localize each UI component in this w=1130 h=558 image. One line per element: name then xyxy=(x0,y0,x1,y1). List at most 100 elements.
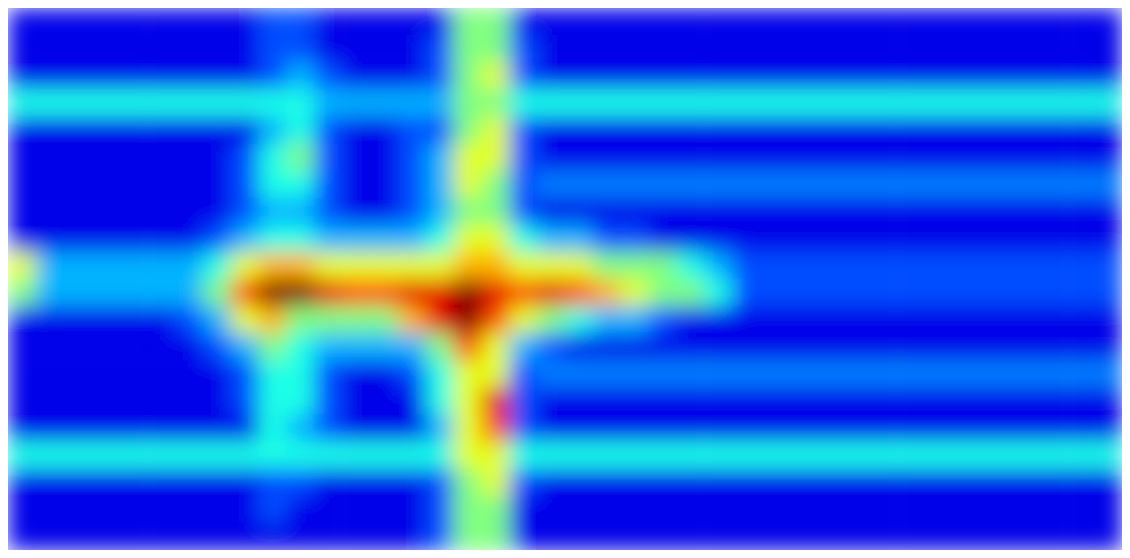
heat-cell xyxy=(175,306,203,334)
heat-cell xyxy=(203,171,231,199)
heat-cell xyxy=(871,144,899,172)
heat-cell xyxy=(1094,8,1122,36)
heat-cell xyxy=(259,279,287,307)
heat-cell xyxy=(760,62,788,90)
heat-cell xyxy=(537,225,565,253)
heat-cell xyxy=(788,360,816,388)
heat-cell xyxy=(732,442,760,470)
heat-cell xyxy=(899,387,927,415)
heat-cell xyxy=(760,360,788,388)
heat-cell xyxy=(342,333,370,361)
heat-cell xyxy=(509,360,537,388)
heat-cell xyxy=(927,496,955,524)
heat-cell xyxy=(1011,496,1039,524)
heat-cell xyxy=(454,62,482,90)
heat-cell xyxy=(621,198,649,226)
heat-cell xyxy=(676,523,704,550)
heat-cell xyxy=(287,306,315,334)
heat-cell xyxy=(481,279,509,307)
heat-cell xyxy=(927,279,955,307)
heat-cell xyxy=(147,469,175,497)
heat-cell xyxy=(732,144,760,172)
heat-cell xyxy=(676,62,704,90)
heat-cell xyxy=(64,62,92,90)
heat-cell xyxy=(1066,360,1094,388)
heat-cell xyxy=(593,89,621,117)
heat-cell xyxy=(231,198,259,226)
heat-cell xyxy=(704,523,732,550)
heat-cell xyxy=(593,171,621,199)
heat-cell xyxy=(1011,8,1039,36)
heat-cell xyxy=(1094,171,1122,199)
heat-cell xyxy=(64,144,92,172)
heat-cell xyxy=(64,35,92,63)
heat-cell xyxy=(203,8,231,36)
heat-cell xyxy=(844,387,872,415)
heat-cell xyxy=(1066,496,1094,524)
heat-cell xyxy=(259,144,287,172)
heat-cell xyxy=(788,35,816,63)
heat-cell xyxy=(760,387,788,415)
heat-cell xyxy=(983,387,1011,415)
heat-cell xyxy=(370,360,398,388)
heat-cell xyxy=(175,144,203,172)
heat-cell xyxy=(649,35,677,63)
heat-cell xyxy=(398,523,426,550)
heat-cell xyxy=(342,523,370,550)
heat-cell xyxy=(1094,252,1122,280)
heat-cell xyxy=(119,225,147,253)
heat-cell xyxy=(955,89,983,117)
heat-cell xyxy=(8,415,36,443)
heat-cell xyxy=(8,306,36,334)
heat-cell xyxy=(454,35,482,63)
heat-cell xyxy=(36,35,64,63)
heat-cell xyxy=(314,225,342,253)
heat-cell xyxy=(175,415,203,443)
heat-cell xyxy=(509,496,537,524)
heat-cell xyxy=(370,35,398,63)
heat-cell xyxy=(1038,171,1066,199)
heat-cell xyxy=(370,279,398,307)
heat-cell xyxy=(788,89,816,117)
heat-cell xyxy=(454,306,482,334)
heat-cell xyxy=(983,469,1011,497)
heat-cell xyxy=(8,469,36,497)
heat-cell xyxy=(119,523,147,550)
heat-cell xyxy=(370,333,398,361)
heat-cell xyxy=(955,116,983,144)
heat-cell xyxy=(287,387,315,415)
heat-cell xyxy=(871,496,899,524)
heat-cell xyxy=(816,225,844,253)
heat-cell xyxy=(398,306,426,334)
heat-cell xyxy=(565,387,593,415)
heat-cell xyxy=(203,279,231,307)
heat-cell xyxy=(844,8,872,36)
heat-cell xyxy=(899,144,927,172)
heat-cell xyxy=(203,89,231,117)
heat-cell xyxy=(481,360,509,388)
heat-cell xyxy=(732,116,760,144)
heat-cell xyxy=(8,8,36,36)
heat-cell xyxy=(231,144,259,172)
heat-cell xyxy=(8,225,36,253)
heat-cell xyxy=(342,116,370,144)
heat-cell xyxy=(621,387,649,415)
heat-cell xyxy=(1038,252,1066,280)
heat-cell xyxy=(927,116,955,144)
heat-cell xyxy=(844,225,872,253)
heat-cell xyxy=(816,360,844,388)
heat-cell xyxy=(1038,415,1066,443)
heat-cell xyxy=(871,35,899,63)
heat-cell xyxy=(509,62,537,90)
heat-cell xyxy=(871,279,899,307)
heat-cell xyxy=(621,89,649,117)
heat-cell xyxy=(899,306,927,334)
heat-cell xyxy=(1038,35,1066,63)
heat-cell xyxy=(175,387,203,415)
heat-cell xyxy=(537,116,565,144)
heat-cell xyxy=(481,171,509,199)
heat-cell xyxy=(844,496,872,524)
cells-clip xyxy=(8,8,1122,550)
heat-cell xyxy=(147,225,175,253)
heat-cell xyxy=(398,144,426,172)
